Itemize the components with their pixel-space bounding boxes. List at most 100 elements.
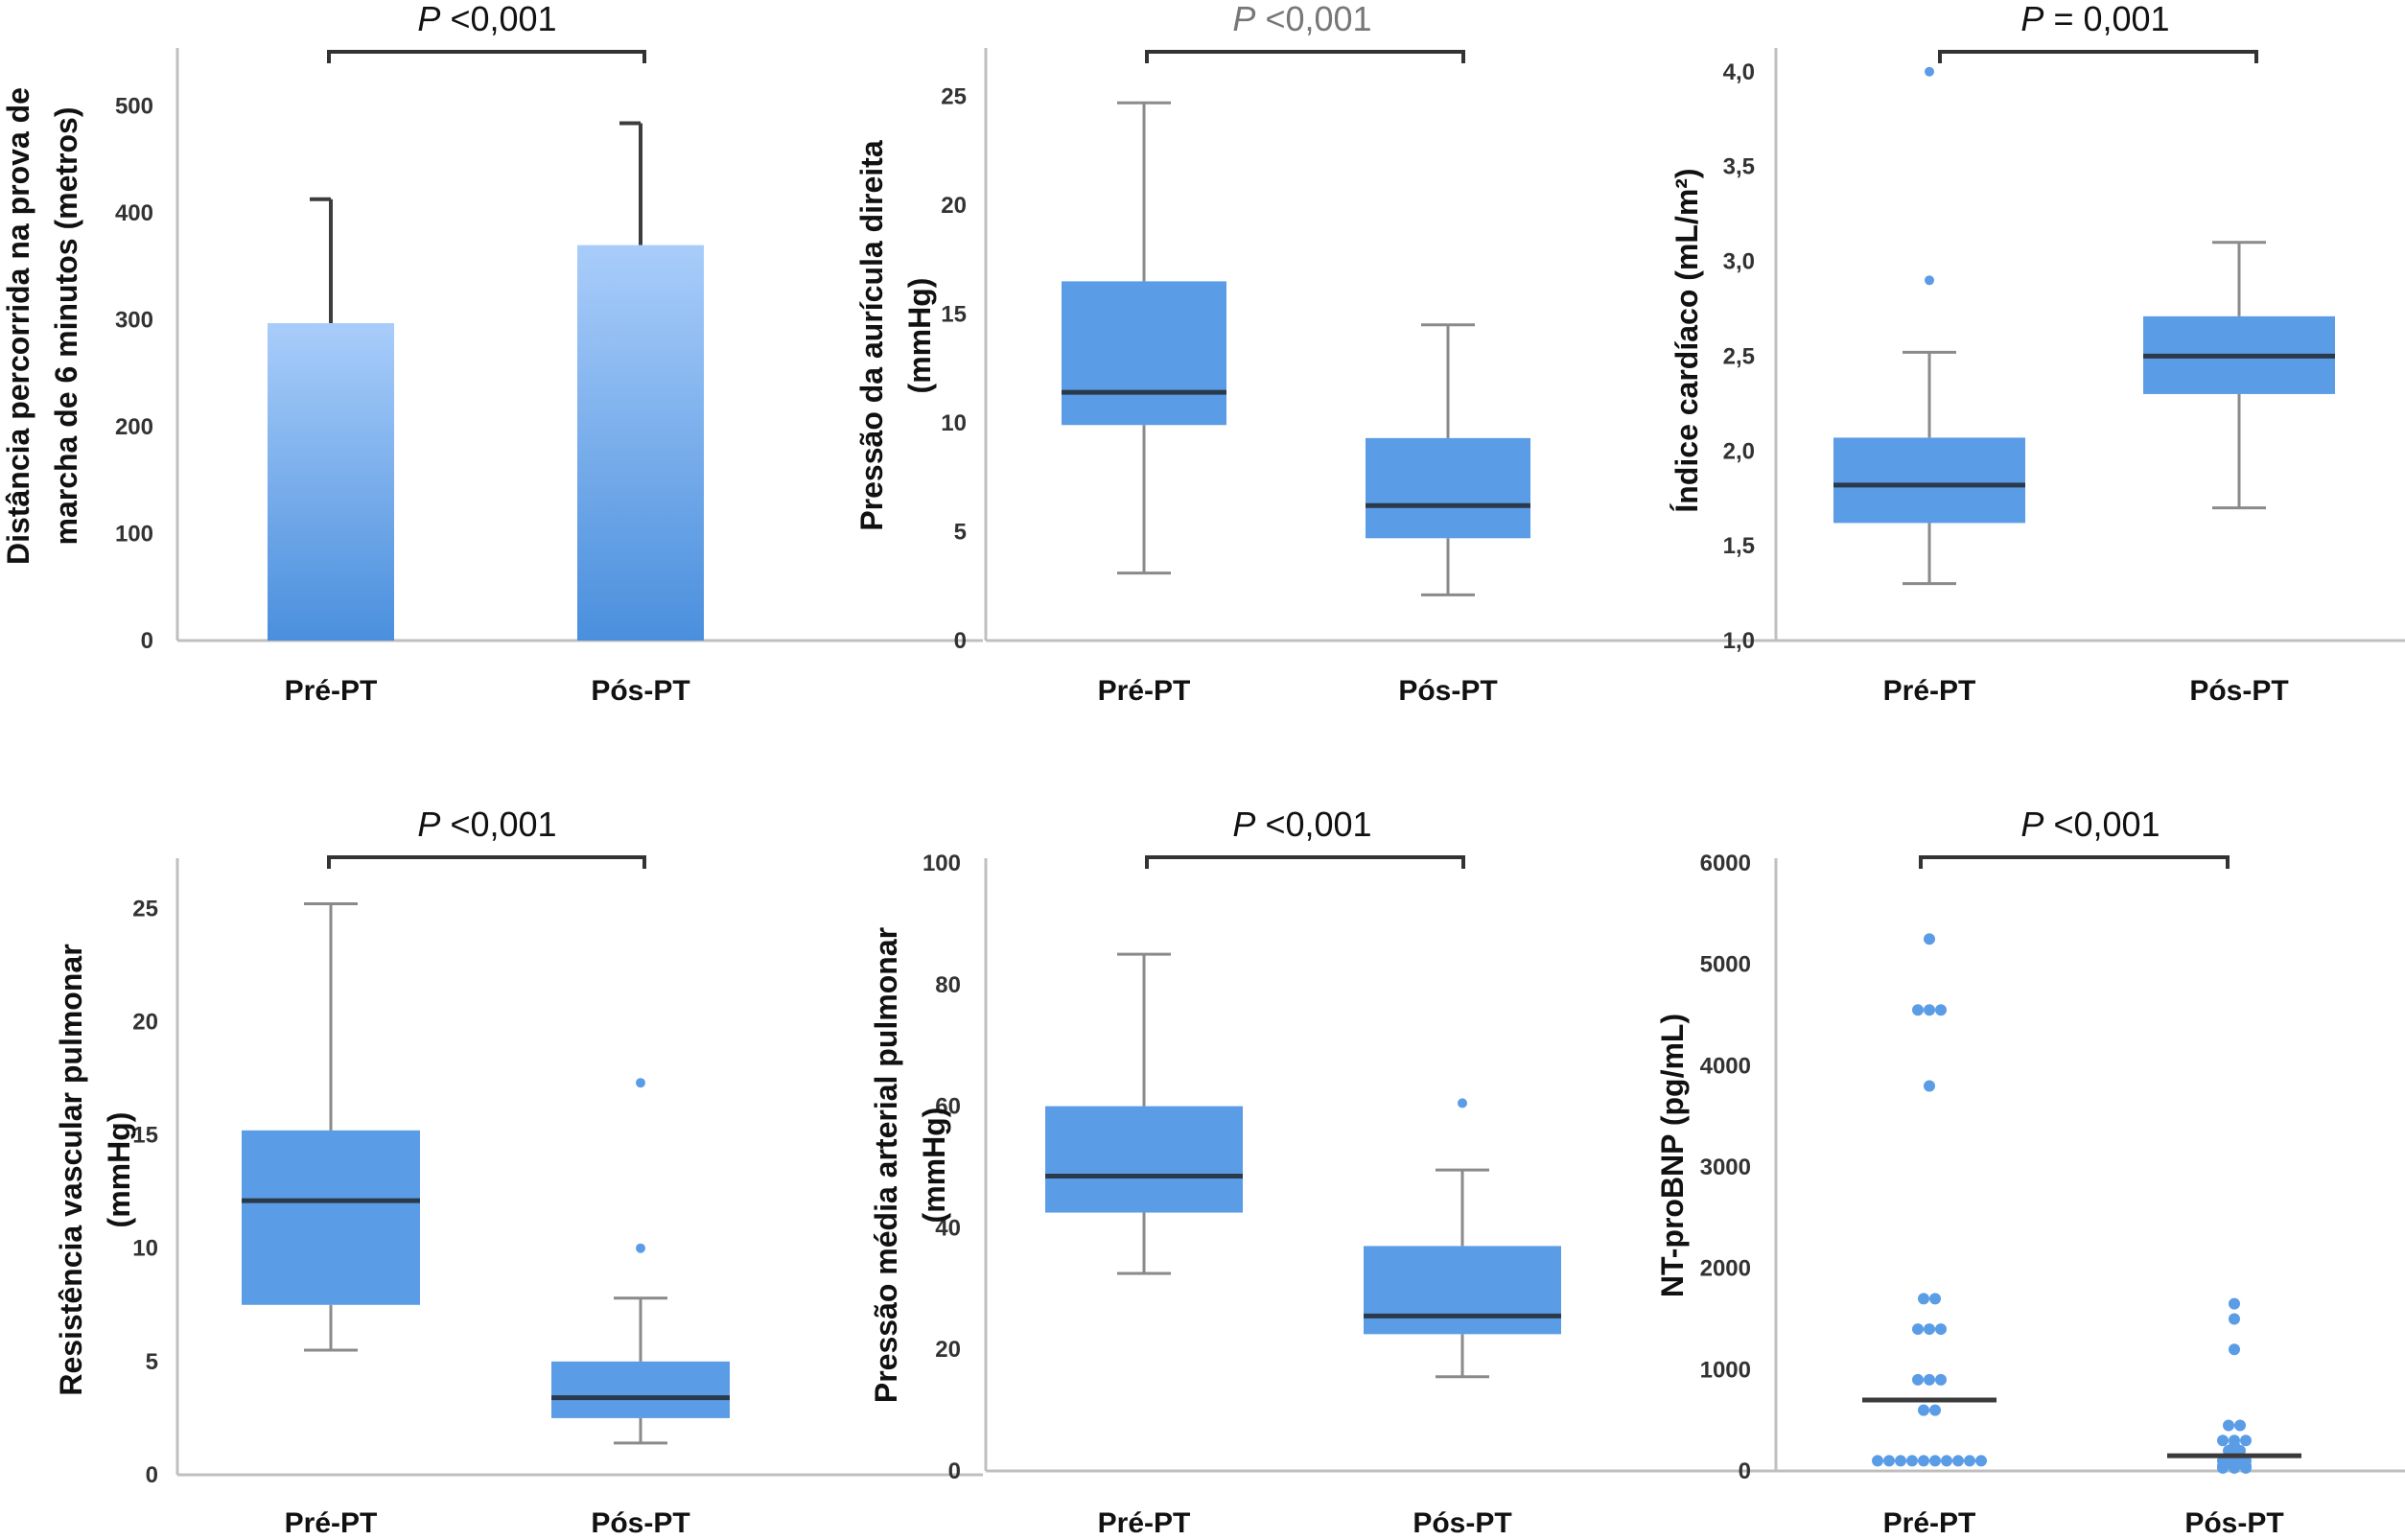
significance-bracket (1919, 855, 2230, 869)
y-axis-label: (mmHg) (902, 278, 937, 394)
y-tick-label: 4,0 (1723, 59, 1755, 85)
data-point (1935, 1373, 1947, 1386)
significance-bracket (1145, 50, 1465, 63)
outlier-point (1925, 275, 1934, 286)
box (1366, 437, 1530, 539)
bar (577, 245, 704, 642)
panel-pulmonary-vascular-resistance: P <0,001 0 5 10 15 20 25 Pré-PT Pós-PT Resistênc… (54, 805, 983, 1539)
box (242, 1130, 420, 1305)
data-point (2223, 1419, 2234, 1432)
data-point (1941, 1455, 1952, 1467)
outlier-point (1458, 1098, 1467, 1108)
p-value-label: P = 0,001 (2020, 0, 2169, 38)
x-category-label: Pré-PT (1098, 675, 1191, 707)
data-point (2229, 1297, 2240, 1310)
y-tick-label: 20 (935, 1337, 961, 1363)
p-value-label: P <0,001 (417, 0, 556, 38)
data-point (1935, 1323, 1947, 1336)
y-tick-label: 5 (146, 1349, 158, 1375)
data-point (1952, 1455, 1964, 1467)
data-point (2229, 1461, 2240, 1474)
y-tick-label: 1000 (1700, 1357, 1751, 1383)
panel-right-atrial-pressure: P <0,001 0 5 10 15 20 25 Pré-PT Pós-PT Pressão d… (854, 0, 1791, 707)
data-point (1935, 1004, 1947, 1016)
y-tick-label: 100 (115, 522, 153, 548)
x-category-label: Pré-PT (1883, 1507, 1976, 1539)
y-tick-label: 20 (132, 1009, 158, 1035)
y-tick-label: 300 (115, 308, 153, 334)
significance-bracket (1145, 855, 1465, 869)
data-point (1924, 1080, 1935, 1092)
data-point (1929, 1404, 1941, 1416)
y-tick-label: 15 (132, 1123, 158, 1149)
y-axis-label: (mmHg) (102, 1112, 136, 1228)
y-axis-label: Pressão média arterial pulmonar (869, 927, 903, 1403)
data-point (2229, 1313, 2240, 1325)
data-point (1918, 1455, 1929, 1467)
box (1833, 437, 2025, 524)
y-tick-label: 40 (935, 1215, 961, 1241)
y-axis-label: Distância percorrida na prova de (1, 87, 35, 565)
p-value-label: P <0,001 (417, 805, 556, 844)
y-tick-label: 25 (132, 896, 158, 922)
y-tick-label: 10 (941, 410, 967, 436)
x-category-label: Pré-PT (1098, 1507, 1191, 1539)
data-point (1912, 1004, 1924, 1016)
y-tick-label: 25 (941, 83, 967, 109)
y-axis-label: NT-proBNP (pg/mL) (1655, 1014, 1690, 1297)
data-point (1912, 1373, 1924, 1386)
data-point (2240, 1461, 2252, 1474)
y-tick-label: 200 (115, 414, 153, 440)
outlier-point (636, 1078, 645, 1088)
significance-bracket (327, 855, 646, 869)
x-category-label: Pós-PT (1398, 675, 1497, 707)
data-point (1964, 1455, 1975, 1467)
data-point (1872, 1455, 1883, 1467)
y-tick-label: 0 (141, 628, 153, 654)
y-tick-label: 2,5 (1723, 343, 1755, 369)
outlier-point (636, 1243, 645, 1253)
y-axis-label: Resistência vascular pulmonar (54, 944, 88, 1395)
p-value-label: P <0,001 (1232, 805, 1371, 844)
x-category-label: Pós-PT (591, 1507, 689, 1539)
x-category-label: Pós-PT (2184, 1507, 2283, 1539)
y-axis-label: Pressão da aurícula direita (854, 140, 889, 531)
y-tick-label: 400 (115, 200, 153, 226)
p-value-label: P <0,001 (2020, 805, 2160, 844)
bar (268, 322, 394, 641)
data-point (1918, 1404, 1929, 1416)
data-point (1912, 1323, 1924, 1336)
x-category-label: Pré-PT (285, 1507, 378, 1539)
y-axis-label: (mmHg) (917, 1108, 951, 1224)
y-tick-label: 1,0 (1723, 628, 1755, 654)
data-point (1924, 1004, 1935, 1016)
y-tick-label: 0 (1739, 1458, 1751, 1484)
y-tick-label: 5 (954, 519, 967, 545)
y-tick-label: 3000 (1700, 1155, 1751, 1180)
x-category-label: Pós-PT (591, 675, 689, 707)
y-tick-label: 0 (954, 628, 967, 654)
data-point (1924, 933, 1935, 945)
p-value-label: P <0,001 (1232, 0, 1371, 38)
y-tick-label: 3,0 (1723, 249, 1755, 275)
x-category-label: Pré-PT (285, 675, 378, 707)
data-point (2229, 1343, 2240, 1356)
box (551, 1361, 730, 1418)
y-tick-label: 20 (941, 193, 967, 219)
box (1364, 1246, 1561, 1335)
data-point (1883, 1455, 1895, 1467)
y-tick-label: 15 (941, 301, 967, 327)
y-axis-label: Índice cardíaco (mL/m²) (1669, 168, 1704, 512)
data-point (1924, 1323, 1935, 1336)
box (1062, 281, 1226, 426)
data-point (1929, 1293, 1941, 1305)
y-tick-label: 0 (146, 1462, 158, 1488)
data-point (1929, 1455, 1941, 1467)
data-point (1975, 1455, 1987, 1467)
y-axis-label: marcha de 6 minutos (metros) (49, 107, 83, 546)
panel-cardiac-index: P = 0,001 1,0 1,5 2,0 2,5 3,0 3,5 4,0 Pré-PT Pós… (1669, 0, 2405, 707)
data-point (1918, 1293, 1929, 1305)
x-category-label: Pós-PT (2189, 675, 2288, 707)
x-category-label: Pós-PT (1413, 1507, 1511, 1539)
